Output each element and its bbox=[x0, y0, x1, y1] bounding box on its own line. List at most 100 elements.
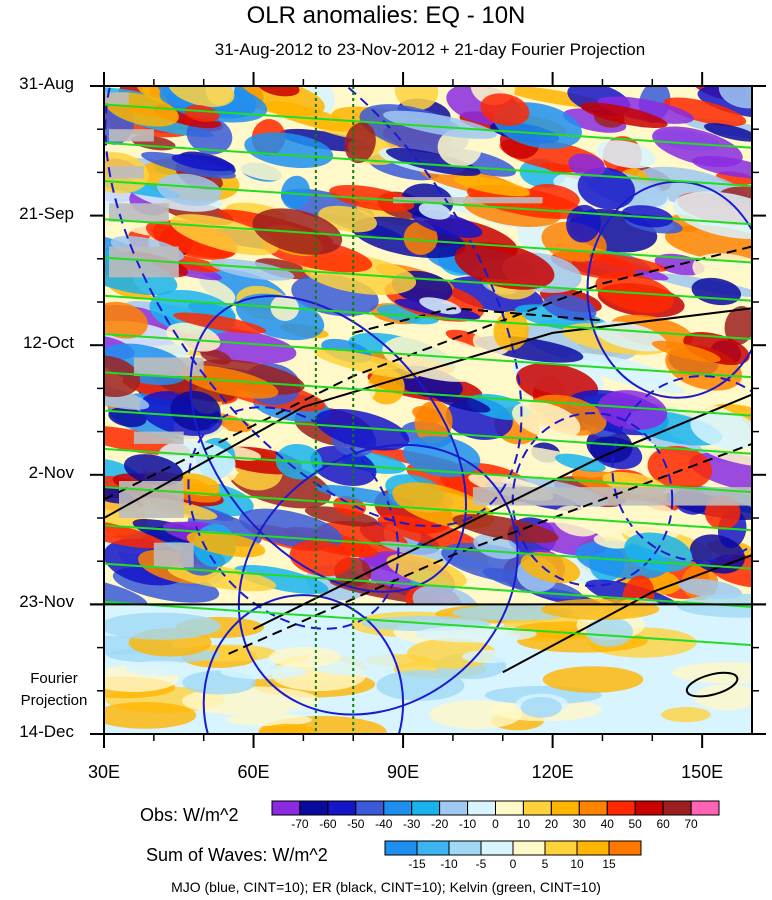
obs-anomaly-patch bbox=[234, 564, 329, 595]
obs-legend-tick-label: 10 bbox=[516, 817, 531, 831]
y-tick-label: 2-Nov bbox=[28, 462, 74, 482]
obs-legend-swatch bbox=[606, 800, 636, 816]
obs-anomaly-patch bbox=[383, 110, 497, 139]
x-tick-label: 150E bbox=[681, 762, 724, 782]
kelvin-contour bbox=[104, 371, 752, 417]
obs-anomaly-patch bbox=[184, 105, 220, 122]
missing-data-block bbox=[109, 166, 144, 179]
obs-legend-tick-label: 60 bbox=[656, 817, 670, 831]
obs-anomaly-patch bbox=[568, 153, 606, 178]
obs-anomaly-patch bbox=[377, 304, 440, 325]
obs-anomaly-patch bbox=[403, 221, 438, 255]
projection-patch bbox=[415, 625, 537, 643]
obs-anomaly-patch bbox=[596, 140, 656, 169]
obs-anomaly-patch bbox=[690, 410, 752, 450]
kelvin-contour bbox=[104, 562, 752, 608]
waves-legend-swatch bbox=[608, 840, 642, 856]
obs-anomaly-patch bbox=[724, 306, 752, 345]
kelvin-contour bbox=[104, 294, 752, 340]
projection-patch bbox=[661, 707, 711, 723]
mjo-contour bbox=[104, 86, 523, 528]
missing-data-block bbox=[472, 487, 752, 506]
kelvin-contour bbox=[104, 486, 752, 532]
obs-anomaly-patch bbox=[173, 312, 267, 334]
y-tick-label: 12-Oct bbox=[22, 333, 74, 353]
waves-legend-tick-label: -5 bbox=[475, 857, 487, 871]
missing-data-block bbox=[109, 203, 169, 222]
obs-anomaly-patch bbox=[170, 390, 221, 431]
obs-anomaly-patch bbox=[678, 578, 742, 600]
obs-anomaly-patch bbox=[209, 258, 295, 281]
obs-legend-swatch bbox=[271, 800, 301, 816]
er-contour bbox=[685, 671, 739, 698]
obs-legend-swatch bbox=[522, 800, 552, 816]
obs-anomaly-patch bbox=[673, 191, 752, 239]
obs-anomaly-patch bbox=[651, 340, 721, 363]
projection-patch bbox=[542, 666, 644, 693]
obs-anomaly-patch bbox=[647, 445, 713, 490]
obs-anomaly-patch bbox=[104, 355, 141, 398]
obs-anomaly-patch bbox=[186, 530, 266, 558]
kelvin-contour bbox=[104, 180, 752, 226]
projection-patch bbox=[693, 684, 752, 711]
projection-patch bbox=[520, 697, 562, 718]
fourier-projection-label: Fourier Projection bbox=[20, 670, 88, 709]
waves-legend-tick-label: 0 bbox=[509, 857, 517, 871]
projection-patch bbox=[359, 709, 429, 724]
obs-anomaly-patch bbox=[688, 452, 752, 494]
obs-anomaly-patch bbox=[104, 578, 148, 609]
waves-legend-swatch bbox=[576, 840, 610, 856]
missing-data-block bbox=[133, 357, 204, 376]
obs-anomaly-patch bbox=[593, 533, 630, 549]
waves-legend-swatch bbox=[416, 840, 450, 856]
obs-legend-swatch bbox=[383, 800, 413, 816]
projection-patch bbox=[586, 616, 633, 647]
obs-anomaly-patch bbox=[171, 153, 235, 172]
missing-data-block bbox=[109, 129, 154, 142]
waves-legend-swatch bbox=[512, 840, 546, 856]
obs-legend-tick-label: 30 bbox=[572, 817, 586, 831]
y-tick-label: 21-Sep bbox=[19, 203, 74, 223]
plot-frame bbox=[90, 72, 766, 748]
obs-anomaly-patch bbox=[104, 425, 191, 456]
obs-legend-swatch bbox=[662, 800, 692, 816]
waves-legend-tick-label: -10 bbox=[440, 857, 458, 871]
obs-anomaly-patch bbox=[156, 173, 222, 206]
obs-legend-swatch bbox=[495, 800, 524, 816]
waves-legend-swatch bbox=[544, 840, 578, 856]
obs-legend-swatch bbox=[327, 800, 357, 816]
obs-legend-tick-label: 20 bbox=[544, 817, 559, 831]
plot-border bbox=[103, 85, 753, 735]
waves-legend-tick-label: -15 bbox=[408, 857, 426, 871]
obs-anomaly-patch bbox=[454, 242, 555, 290]
obs-anomaly-patch bbox=[597, 96, 694, 124]
projection-patch bbox=[104, 702, 197, 729]
obs-legend-swatch bbox=[690, 800, 720, 816]
obs-anomaly-patch bbox=[104, 301, 148, 339]
kelvin-contour bbox=[104, 524, 752, 570]
projection-patch bbox=[541, 598, 660, 620]
obs-legend-swatch bbox=[439, 800, 469, 816]
obs-legend-swatch bbox=[467, 800, 497, 816]
projection-patch bbox=[104, 612, 221, 640]
projection-patch bbox=[671, 661, 752, 684]
obs-legend-swatch bbox=[299, 800, 329, 816]
projection-patch bbox=[462, 650, 518, 663]
x-tick-label: 60E bbox=[237, 762, 270, 782]
obs-anomaly-patch bbox=[145, 219, 236, 259]
waves-legend-swatch bbox=[480, 840, 514, 856]
projection-patch bbox=[429, 700, 523, 730]
kelvin-contour bbox=[104, 600, 752, 647]
footer-note: MJO (blue, CINT=10); ER (black, CINT=10)… bbox=[171, 879, 601, 895]
kelvin-contour bbox=[104, 141, 752, 187]
missing-data-block bbox=[153, 542, 194, 568]
obs-anomaly-patch bbox=[281, 175, 310, 210]
obs-legend-tick-label: -30 bbox=[403, 817, 421, 831]
obs-legend-tick-label: 50 bbox=[628, 817, 642, 831]
obs-anomaly-patch bbox=[385, 147, 481, 176]
missing-data-block bbox=[119, 481, 184, 518]
obs-anomaly-patch bbox=[166, 322, 221, 352]
er-contour bbox=[352, 307, 603, 334]
er-contour bbox=[104, 307, 752, 519]
